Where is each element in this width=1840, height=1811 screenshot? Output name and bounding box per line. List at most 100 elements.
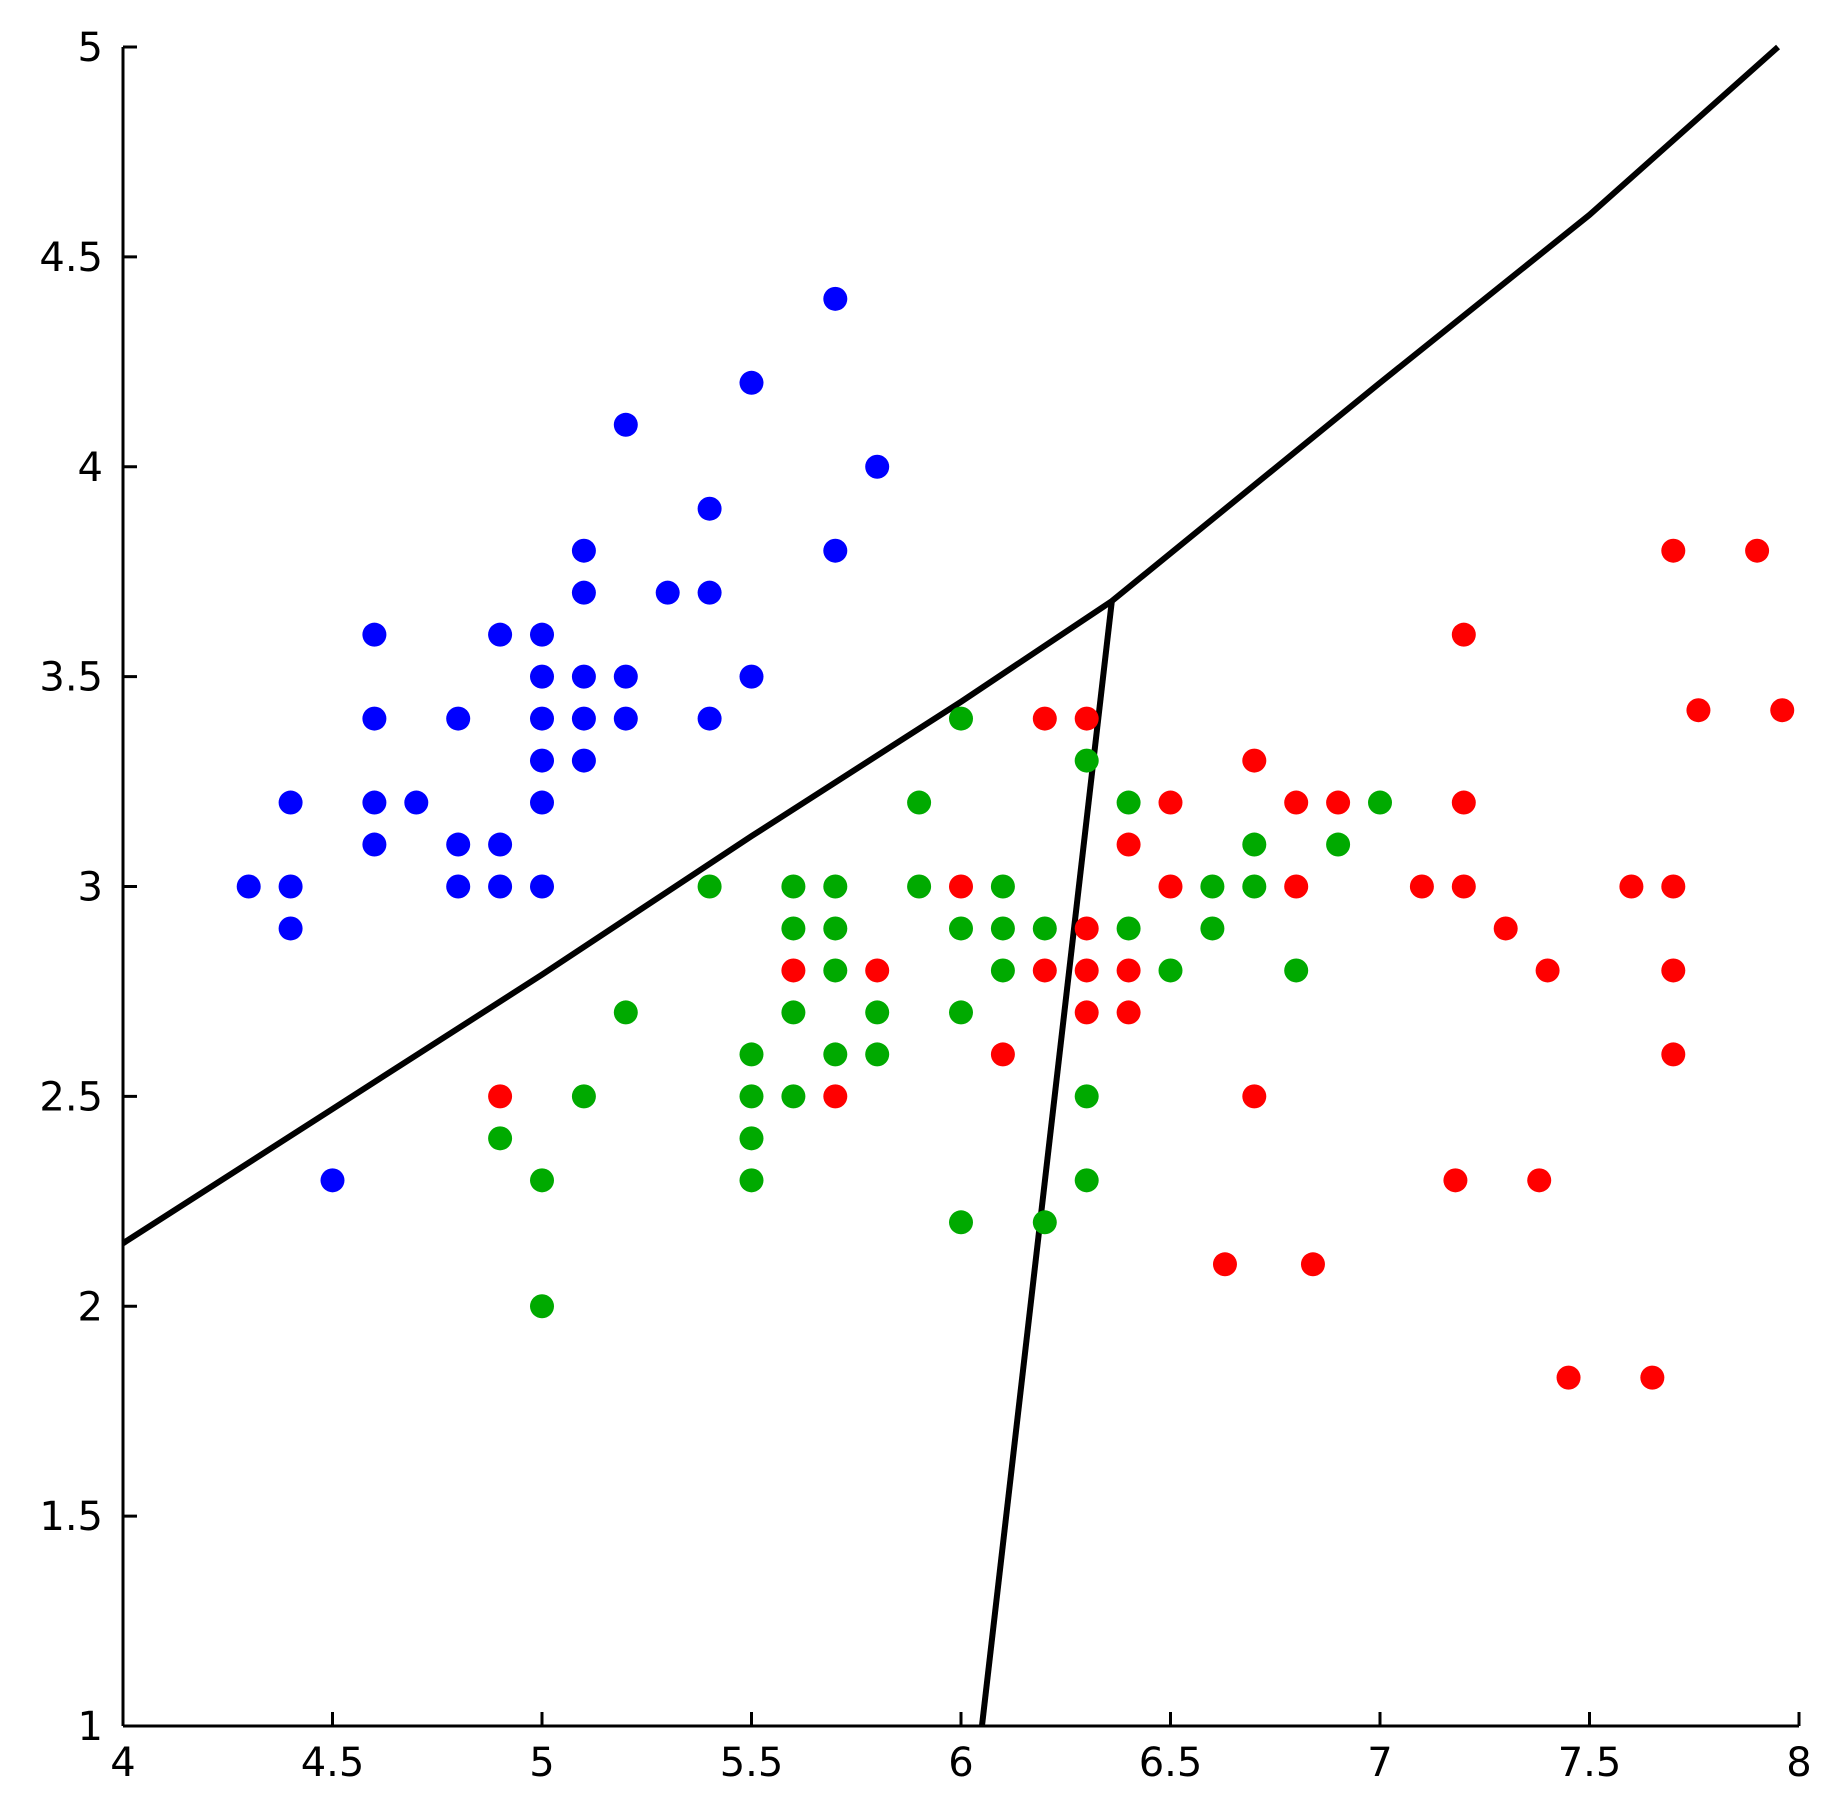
point [1661, 538, 1686, 563]
point [1116, 1000, 1141, 1025]
point [613, 412, 638, 437]
point [1326, 790, 1351, 815]
point [697, 874, 722, 899]
point [865, 1000, 890, 1025]
point [1200, 916, 1225, 941]
point [781, 958, 806, 983]
point [823, 916, 848, 941]
point [571, 748, 596, 773]
point [1284, 790, 1309, 815]
point [990, 916, 1015, 941]
point [320, 1168, 345, 1193]
point [1074, 1168, 1099, 1193]
point [1527, 1168, 1552, 1193]
point [823, 538, 848, 563]
point [739, 370, 764, 395]
point [530, 1168, 554, 1193]
point [1200, 874, 1225, 899]
point [1116, 958, 1141, 983]
point [781, 1084, 806, 1109]
point [1242, 748, 1267, 773]
point [949, 916, 973, 941]
point [739, 664, 764, 689]
point [1074, 1000, 1099, 1025]
point [613, 664, 638, 689]
point [1212, 1252, 1237, 1277]
x-tick-label: 5 [529, 1740, 554, 1786]
point [739, 1042, 764, 1067]
point [823, 1084, 848, 1109]
point [236, 874, 261, 899]
point [907, 874, 932, 899]
point [1242, 1084, 1267, 1109]
point [990, 958, 1015, 983]
point [655, 580, 680, 605]
point [488, 622, 513, 647]
point [697, 706, 722, 731]
point [1661, 958, 1686, 983]
point [613, 1000, 638, 1025]
point [488, 874, 513, 899]
point [362, 622, 387, 647]
point [362, 790, 387, 815]
point [1556, 1365, 1581, 1390]
point [1116, 832, 1141, 857]
point [530, 874, 554, 899]
y-tick-label: 4.5 [39, 235, 103, 281]
point [1745, 538, 1770, 563]
x-tick-label: 7.5 [1558, 1740, 1622, 1786]
point [1661, 874, 1686, 899]
point [907, 790, 932, 815]
point [488, 1084, 513, 1109]
point [781, 1000, 806, 1025]
point [362, 832, 387, 857]
x-tick-label: 4 [110, 1740, 135, 1786]
point [571, 706, 596, 731]
point [823, 286, 848, 311]
point [697, 496, 722, 521]
point [446, 832, 471, 857]
x-tick-label: 7 [1367, 1740, 1392, 1786]
point [1242, 832, 1267, 857]
x-tick-label: 8 [1786, 1740, 1811, 1786]
point [823, 958, 848, 983]
point [1686, 698, 1711, 723]
point [697, 580, 722, 605]
point [949, 1210, 973, 1235]
point [1451, 790, 1476, 815]
point [865, 1042, 890, 1067]
y-tick-label: 2 [78, 1284, 103, 1330]
point [1300, 1252, 1325, 1277]
point [1661, 1042, 1686, 1067]
point [362, 706, 387, 731]
point [530, 664, 554, 689]
point [1619, 874, 1644, 899]
point [1158, 874, 1183, 899]
point [1074, 706, 1099, 731]
point [530, 1294, 554, 1319]
point [488, 832, 513, 857]
point [1116, 790, 1141, 815]
point [530, 622, 554, 647]
point [949, 874, 973, 899]
x-tick-label: 6.5 [1139, 1740, 1203, 1786]
point [1158, 790, 1183, 815]
point [530, 706, 554, 731]
point [1032, 1210, 1057, 1235]
point [1032, 958, 1057, 983]
point [1074, 748, 1099, 773]
point [1409, 874, 1434, 899]
point [823, 1042, 848, 1067]
point [823, 874, 848, 899]
boundary-line [121, 44, 1781, 1246]
point [1158, 958, 1183, 983]
point [1535, 958, 1560, 983]
y-tick-label: 1 [78, 1704, 103, 1750]
point [446, 706, 471, 731]
y-tick-label: 5 [78, 25, 103, 71]
point [1032, 706, 1057, 731]
point [571, 580, 596, 605]
point [739, 1126, 764, 1151]
